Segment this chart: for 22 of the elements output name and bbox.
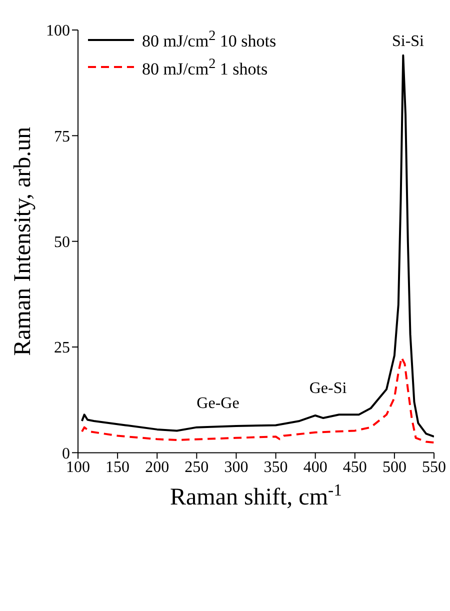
x-tick-label: 200 (145, 459, 170, 476)
line-series (80, 54, 434, 438)
x-tick-label: 300 (224, 459, 248, 476)
x-axis-title: Raman shift, cm$^{-1}$ (170, 480, 342, 511)
x-tick-label: 250 (184, 459, 209, 476)
x-tick-label: 550 (422, 459, 446, 476)
x-tick-label: 500 (382, 459, 406, 476)
x-tick-label: 150 (106, 459, 130, 476)
y-tick-label: 100 (46, 22, 70, 40)
x-tick-label: 400 (303, 459, 328, 476)
y-tick-label: 25 (54, 340, 70, 357)
y-axis-title: Raman Intensity, arb.un (10, 126, 36, 356)
legend-label: 80 mJ/cm$^{2}$ 1 shots (142, 56, 268, 80)
legend-label: 80 mJ/cm$^{2}$ 10 shots (142, 28, 276, 52)
annotation: Ge-Ge (196, 395, 240, 412)
x-tick-label: 350 (264, 459, 288, 476)
y-tick-label: 75 (54, 128, 70, 146)
line-series (80, 356, 434, 444)
annotation: Ge-Si (309, 380, 348, 397)
x-tick-label: 450 (342, 459, 367, 476)
y-tick-label: 50 (54, 234, 70, 252)
annotation: Si-Si (392, 33, 425, 50)
